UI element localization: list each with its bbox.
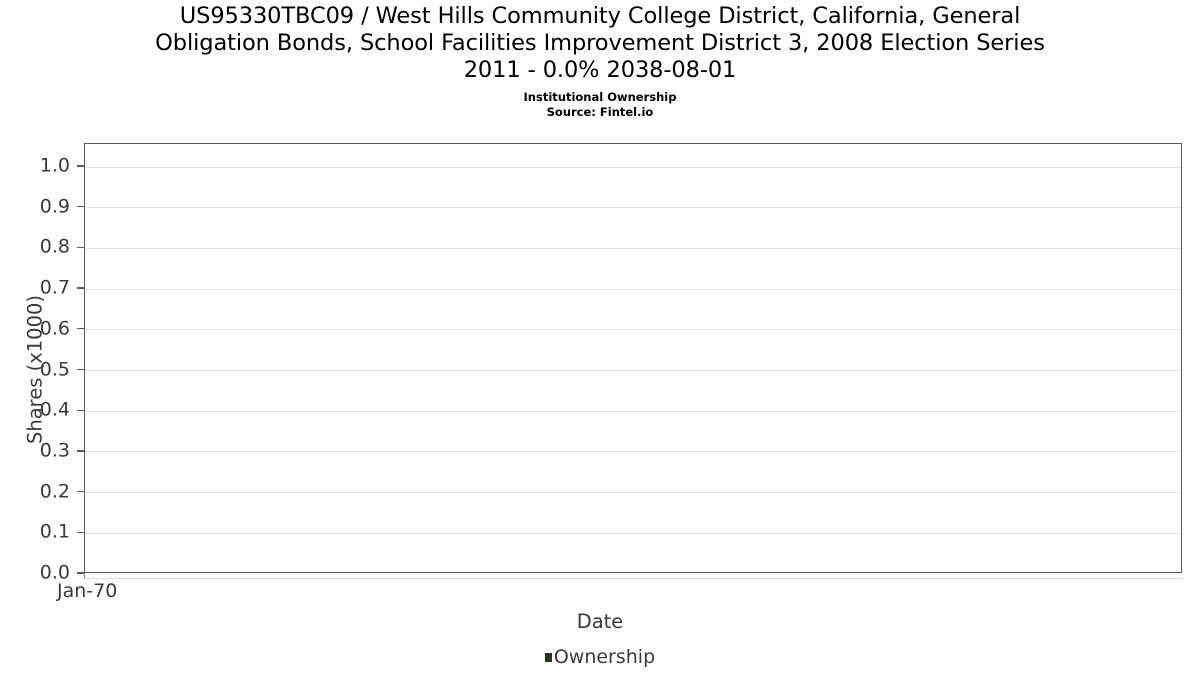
y-tick-mark (77, 450, 84, 452)
legend-swatch-icon (544, 653, 552, 662)
gridline-horizontal (85, 166, 1181, 168)
gridline-horizontal (85, 288, 1181, 290)
y-tick-mark (77, 165, 84, 167)
chart-title-line-2: Obligation Bonds, School Facilities Impr… (155, 30, 1045, 56)
y-tick-mark (77, 328, 84, 330)
chart-title-line-3: 2011 - 0.0% 2038-08-01 (463, 57, 737, 83)
y-tick-label: 0.7 (39, 276, 70, 299)
y-tick-label: 0.6 (39, 317, 70, 340)
x-axis-title: Date (576, 610, 624, 633)
gridline-horizontal (85, 247, 1181, 249)
x-tick-label: Jan-70 (57, 580, 118, 602)
y-tick-label: 0.3 (39, 439, 70, 462)
y-axis: Shares (x1000) 1.0 0.9 0.8 0.7 0.6 0.5 0.4 0.3 0… (0, 0, 84, 675)
x-tick-mark (84, 573, 86, 579)
x-axis-baseline (84, 578, 1182, 579)
chart-legend: Ownership (0, 648, 1200, 667)
y-tick-label: 0.9 (39, 195, 70, 218)
y-tick-label: 0.5 (39, 358, 70, 380)
plot-area (84, 143, 1182, 573)
y-tick-label: 0.0 (39, 561, 70, 584)
gridline-horizontal (85, 451, 1181, 453)
y-tick-label: 0.1 (39, 520, 70, 543)
legend-item-label: Ownership (553, 646, 656, 668)
y-tick-mark (77, 206, 84, 208)
y-tick-mark (77, 246, 84, 249)
gridline-horizontal (85, 410, 1181, 412)
y-tick-mark (77, 572, 84, 574)
gridline-horizontal (85, 492, 1181, 494)
gridline-horizontal (85, 207, 1181, 209)
chart-subtitle-line-1: Institutional Ownership (523, 90, 677, 104)
chart-title-line-1: US95330TBC09 / West Hills Community Coll… (179, 3, 1021, 29)
y-tick-mark (77, 490, 84, 493)
chart-title: US95330TBC09 / West Hills Community Coll… (0, 3, 1200, 84)
legend-item-ownership[interactable]: Ownership (544, 646, 656, 668)
y-tick-mark (77, 531, 84, 533)
gridline-horizontal (85, 329, 1181, 331)
y-tick-label: 0.8 (39, 235, 70, 258)
chart-header: US95330TBC09 / West Hills Community Coll… (0, 3, 1200, 119)
y-tick-mark (77, 287, 84, 289)
chart-subtitle: Institutional Ownership Source: Fintel.i… (0, 90, 1200, 119)
chart-subtitle-line-2: Source: Fintel.io (546, 104, 654, 119)
y-tick-label: 1.0 (39, 154, 70, 177)
y-tick-mark (77, 368, 84, 371)
gridline-horizontal (85, 370, 1181, 371)
gridline-horizontal (85, 532, 1181, 534)
y-tick-mark (77, 409, 84, 411)
y-tick-label: 0.4 (39, 398, 70, 421)
y-tick-label: 0.2 (39, 480, 70, 503)
